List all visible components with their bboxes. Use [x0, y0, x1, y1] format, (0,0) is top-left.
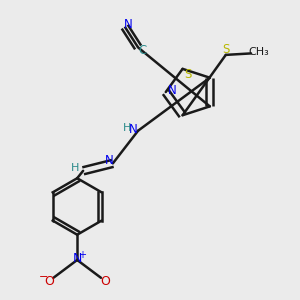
Text: N: N [73, 252, 82, 265]
Text: H: H [123, 123, 131, 133]
Text: N: N [124, 18, 133, 31]
Text: CH₃: CH₃ [248, 47, 269, 57]
Text: C: C [138, 44, 147, 57]
Text: O: O [44, 275, 54, 289]
Text: −: − [39, 272, 49, 282]
Text: H: H [70, 164, 79, 173]
Text: O: O [100, 275, 110, 289]
Text: S: S [184, 68, 192, 81]
Text: N: N [129, 123, 138, 136]
Text: +: + [79, 250, 86, 260]
Text: S: S [222, 43, 230, 56]
Text: N: N [168, 84, 177, 97]
Text: N: N [105, 154, 114, 167]
